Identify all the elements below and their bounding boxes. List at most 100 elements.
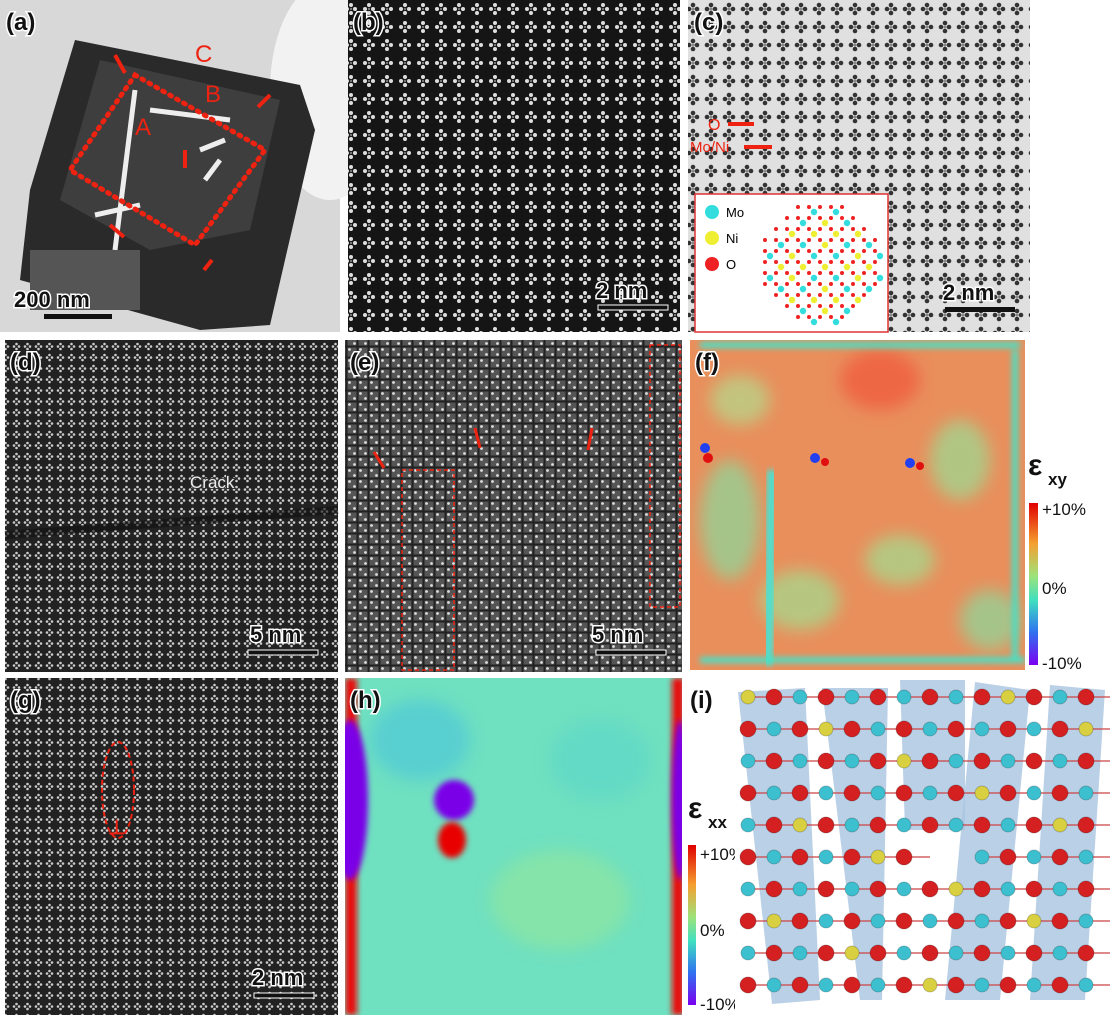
panel-d: Crack (d) 5 nm bbox=[4, 340, 339, 672]
atom bbox=[807, 238, 811, 242]
atom bbox=[895, 976, 913, 994]
inset bbox=[694, 193, 889, 333]
strain-texture bbox=[700, 350, 1020, 650]
atom bbox=[999, 784, 1017, 802]
atom bbox=[796, 271, 800, 275]
atom bbox=[739, 848, 757, 866]
atom bbox=[1051, 912, 1069, 930]
scale-bar bbox=[44, 314, 112, 319]
atom bbox=[829, 304, 833, 308]
atom bbox=[739, 784, 757, 802]
atom bbox=[851, 293, 855, 297]
atom bbox=[1078, 913, 1094, 929]
atom bbox=[766, 274, 774, 282]
atom bbox=[873, 282, 877, 286]
atom bbox=[766, 913, 782, 929]
atom bbox=[821, 219, 829, 227]
region-outline bbox=[649, 344, 681, 608]
atom bbox=[851, 282, 855, 286]
atom bbox=[796, 282, 800, 286]
atom bbox=[832, 230, 840, 238]
legend-swatch bbox=[705, 231, 719, 245]
atom bbox=[788, 252, 796, 260]
atom bbox=[851, 227, 855, 231]
atom bbox=[796, 315, 800, 319]
haadf-image bbox=[348, 0, 680, 332]
atom bbox=[1077, 816, 1095, 834]
atom bbox=[851, 249, 855, 253]
atom bbox=[862, 260, 866, 264]
colorbar-subscript: xy bbox=[1048, 470, 1067, 489]
atom bbox=[765, 688, 783, 706]
scale-bar bbox=[597, 304, 669, 311]
atom bbox=[973, 944, 991, 962]
atom bbox=[921, 816, 939, 834]
atom bbox=[829, 260, 833, 264]
atom bbox=[851, 304, 855, 308]
atom bbox=[832, 208, 840, 216]
atom bbox=[765, 752, 783, 770]
atom bbox=[999, 976, 1017, 994]
atom bbox=[844, 817, 860, 833]
atom bbox=[785, 282, 789, 286]
atom bbox=[851, 216, 855, 220]
atom bbox=[785, 260, 789, 264]
atom bbox=[791, 720, 809, 738]
atom bbox=[843, 263, 851, 271]
atom bbox=[999, 912, 1017, 930]
atom bbox=[922, 721, 938, 737]
atom bbox=[1000, 817, 1016, 833]
atom bbox=[948, 689, 964, 705]
atom bbox=[796, 216, 800, 220]
atom bbox=[840, 227, 844, 231]
atom bbox=[821, 241, 829, 249]
atom bbox=[947, 784, 965, 802]
panel-c: (c) O Mo/Ni Mo Ni O 2 nm bbox=[688, 0, 1030, 333]
atom bbox=[818, 271, 822, 275]
atom bbox=[785, 238, 789, 242]
atom bbox=[865, 285, 873, 293]
atom bbox=[788, 230, 796, 238]
colorbar bbox=[688, 845, 696, 1005]
atom bbox=[840, 282, 844, 286]
atom bbox=[818, 913, 834, 929]
atom bbox=[818, 216, 822, 220]
atom bbox=[840, 271, 844, 275]
atom bbox=[821, 285, 829, 293]
strain-lobe bbox=[434, 780, 474, 820]
atom bbox=[1077, 880, 1095, 898]
atom bbox=[829, 249, 833, 253]
atom bbox=[862, 238, 866, 242]
panel-label: (e) bbox=[350, 349, 379, 376]
atom bbox=[832, 252, 840, 260]
annotation: C bbox=[195, 41, 212, 68]
atom bbox=[896, 945, 912, 961]
atom bbox=[765, 880, 783, 898]
scale-bar-label: 5 nm bbox=[250, 622, 301, 647]
haadf-image bbox=[345, 340, 682, 672]
atom bbox=[840, 216, 844, 220]
atom bbox=[799, 219, 807, 227]
atom bbox=[1051, 848, 1069, 866]
crack bbox=[94, 89, 231, 251]
atom bbox=[766, 252, 774, 260]
atom bbox=[763, 238, 767, 242]
legend-text: Ni bbox=[726, 231, 738, 246]
atom bbox=[785, 249, 789, 253]
atom bbox=[1051, 976, 1069, 994]
atom bbox=[973, 816, 991, 834]
atom bbox=[785, 304, 789, 308]
strain-lobe bbox=[438, 822, 466, 858]
atom bbox=[896, 689, 912, 705]
scale-bar bbox=[247, 649, 319, 656]
panel-label: (d) bbox=[10, 349, 41, 376]
atom bbox=[895, 848, 913, 866]
atom bbox=[1052, 881, 1068, 897]
colorbar-tick: 0% bbox=[1042, 579, 1067, 598]
atom bbox=[818, 205, 822, 209]
atom bbox=[739, 912, 757, 930]
atom bbox=[1026, 913, 1042, 929]
atom bbox=[829, 205, 833, 209]
atom bbox=[774, 260, 778, 264]
atom bbox=[865, 263, 873, 271]
